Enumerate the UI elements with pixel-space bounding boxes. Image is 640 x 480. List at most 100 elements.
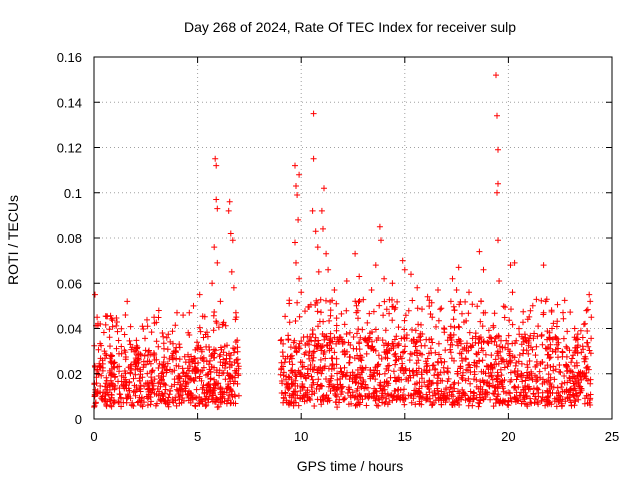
data-point <box>322 334 329 340</box>
data-point <box>449 275 456 282</box>
data-point <box>110 400 117 407</box>
data-point <box>523 393 530 400</box>
data-point <box>122 312 129 318</box>
data-point <box>226 198 233 205</box>
data-point <box>570 352 577 359</box>
data-point <box>128 361 135 368</box>
data-point <box>311 403 318 409</box>
data-point <box>130 403 137 409</box>
data-point <box>280 340 287 347</box>
data-point <box>586 291 593 298</box>
data-point <box>485 363 492 370</box>
data-point <box>213 320 220 326</box>
data-point <box>299 384 306 391</box>
data-point <box>321 185 327 192</box>
data-point <box>277 371 284 378</box>
data-point <box>127 323 134 330</box>
data-point <box>360 296 367 303</box>
data-point <box>234 380 241 387</box>
data-point <box>212 155 219 162</box>
data-point <box>567 391 574 398</box>
data-point <box>408 399 415 406</box>
data-point <box>285 373 292 380</box>
data-point <box>310 155 317 162</box>
data-point <box>318 347 325 354</box>
data-point <box>523 347 530 354</box>
data-point <box>455 342 461 349</box>
data-point <box>494 378 501 385</box>
data-point <box>518 360 525 367</box>
data-point <box>106 326 113 333</box>
data-point <box>467 380 474 387</box>
data-point <box>109 352 115 359</box>
data-point <box>187 399 194 406</box>
data-point <box>164 401 171 408</box>
data-point <box>556 362 563 368</box>
data-point <box>508 306 514 313</box>
data-point <box>231 349 237 356</box>
data-point <box>577 385 583 391</box>
data-point <box>394 387 401 394</box>
data-point <box>326 317 333 324</box>
data-point <box>117 391 124 398</box>
data-point <box>227 230 234 237</box>
data-point <box>512 362 519 369</box>
data-point <box>364 319 371 326</box>
data-point <box>383 378 390 385</box>
data-point <box>160 359 167 365</box>
data-point <box>585 343 592 350</box>
data-point <box>376 223 383 230</box>
data-point <box>579 334 586 341</box>
data-point <box>419 375 425 382</box>
data-point <box>441 326 448 333</box>
data-point <box>132 361 139 367</box>
data-point <box>392 304 399 311</box>
data-point <box>223 400 230 407</box>
data-point <box>95 346 102 353</box>
data-point <box>541 396 548 403</box>
data-point <box>480 347 486 354</box>
data-point <box>413 367 420 374</box>
data-point <box>410 336 417 343</box>
data-point <box>224 385 231 391</box>
data-point <box>291 337 298 344</box>
data-point <box>124 394 131 401</box>
data-point <box>317 296 324 303</box>
data-point <box>296 171 303 178</box>
data-point <box>476 248 483 255</box>
data-point <box>198 377 205 384</box>
data-point <box>375 335 382 341</box>
data-point <box>135 351 142 358</box>
data-point <box>533 386 540 393</box>
data-point <box>415 321 422 328</box>
data-point <box>322 355 329 362</box>
data-point <box>109 323 116 330</box>
data-point <box>279 349 286 356</box>
data-point <box>412 343 419 350</box>
data-point <box>161 363 168 370</box>
data-point <box>480 379 487 386</box>
data-point <box>559 380 565 387</box>
data-point <box>201 390 208 397</box>
data-point <box>357 371 363 378</box>
data-point <box>486 383 493 390</box>
data-point <box>107 369 114 376</box>
data-point <box>497 366 504 373</box>
data-point <box>308 373 315 380</box>
data-point <box>448 384 455 391</box>
data-point <box>147 351 154 358</box>
data-point <box>155 343 162 350</box>
data-point <box>230 284 237 291</box>
data-point <box>537 360 544 367</box>
data-point <box>362 337 369 344</box>
data-point <box>541 379 548 386</box>
data-point <box>278 390 285 396</box>
data-point <box>281 359 288 366</box>
data-point <box>532 396 539 403</box>
data-point <box>362 381 369 388</box>
data-point <box>108 315 115 322</box>
data-point <box>173 344 180 351</box>
data-point <box>347 392 354 399</box>
data-point <box>431 365 438 372</box>
data-point <box>478 368 485 375</box>
